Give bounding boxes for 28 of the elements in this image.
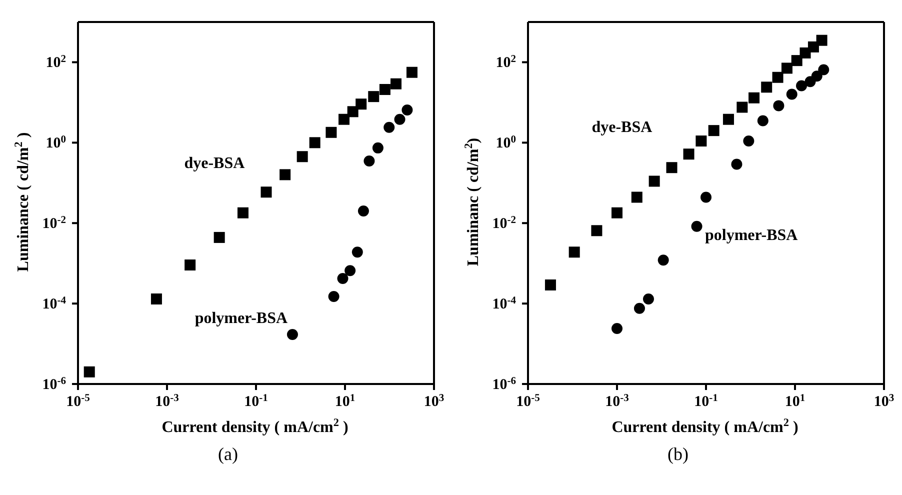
y-tick-label: 10$^{0}$ [46, 134, 66, 152]
y-tick-label: 10$^{0}$ [496, 134, 516, 152]
y-tick-label: 10$^{2}$ [46, 54, 66, 72]
text: (a) [217, 444, 239, 465]
series-label: dye-BSA [592, 119, 652, 138]
y-tick-label: 10$^{-2}$ [492, 214, 516, 232]
y-tick-label: 10$^{-6}$ [492, 376, 516, 393]
y-tick-label: 10$^{-4}$ [42, 295, 67, 313]
y-tick-label: 10$^{-2}$ [42, 214, 66, 232]
series-label: polymer-BSA [194, 310, 288, 328]
x-axis-title: Current density ( mA/cm$^{2}$ ) [162, 417, 348, 436]
series-label: dye-BSA [184, 155, 245, 174]
y-tick-label: 10$^{-4}$ [492, 295, 517, 313]
x-tick-label: 10$^{-1}$ [244, 392, 268, 410]
x-tick-label: 10$^{1}$ [784, 392, 806, 410]
series-label: polymer-BSA [705, 227, 798, 246]
x-tick-label: 10$^{-1}$ [694, 392, 718, 410]
y-tick-label: 10$^{-6}$ [42, 376, 66, 393]
x-tick-label: 10$^{3}$ [874, 392, 894, 410]
x-tick-label: 10$^{3}$ [424, 392, 444, 410]
x-tick-label: 10$^{-5}$ [516, 392, 540, 410]
x-axis-title: Current density ( mA/cm$^{2}$ ) [612, 417, 798, 436]
y-tick-label: 10$^{2}$ [496, 54, 516, 72]
x-tick-label: 10$^{-3}$ [155, 392, 179, 410]
x-tick-label: 10$^{-3}$ [605, 392, 629, 410]
x-tick-label: 10$^{1}$ [334, 392, 356, 410]
x-tick-label: 10$^{-5}$ [66, 392, 90, 410]
text: (b) [666, 444, 690, 465]
